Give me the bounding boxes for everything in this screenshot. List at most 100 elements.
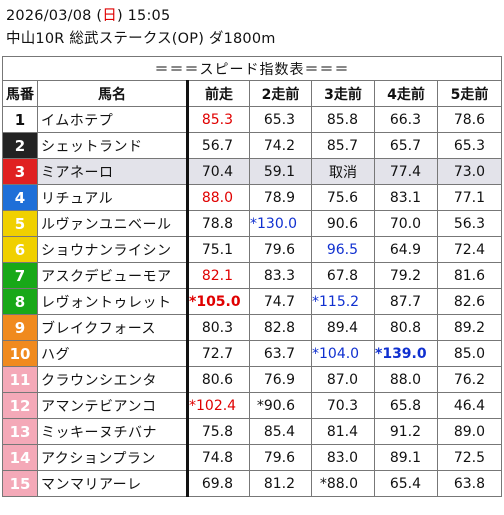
speed-index-4: 77.4	[374, 158, 438, 185]
speed-index-3: 87.0	[311, 366, 375, 393]
horse-name: ミッキーヌチバナ	[37, 418, 188, 445]
speed-index-1: 82.1	[186, 262, 250, 289]
speed-index-2: 65.3	[249, 106, 312, 133]
horse-number: 13	[2, 418, 38, 445]
speed-index-2: 59.1	[249, 158, 312, 185]
speed-index-2: *130.0	[249, 210, 312, 237]
speed-index-1: *105.0	[186, 288, 250, 315]
speed-index-3: 89.4	[311, 314, 375, 341]
speed-index-3: 90.6	[311, 210, 375, 237]
table-row: 13 ミッキーヌチバナ 75.8 85.4 81.4 91.2 89.0	[2, 418, 502, 445]
table-row: 14 アクションプラン 74.8 79.6 83.0 89.1 72.5	[2, 444, 502, 471]
horse-name: ハグ	[37, 340, 188, 367]
speed-index-3: *115.2	[311, 288, 375, 315]
date-suffix: ) 15:05	[116, 8, 171, 24]
speed-index-1: 74.8	[186, 444, 250, 471]
speed-index-2: 74.7	[249, 288, 312, 315]
speed-index-2: 76.9	[249, 366, 312, 393]
speed-index-5: 63.8	[437, 470, 502, 497]
horse-number: 9	[2, 314, 38, 341]
speed-index-1: 75.8	[186, 418, 250, 445]
horse-number: 1	[2, 106, 38, 133]
speed-index-5: 72.5	[437, 444, 502, 471]
speed-index-4: 65.7	[374, 132, 438, 159]
speed-index-2: 78.9	[249, 184, 312, 211]
speed-index-1: 80.6	[186, 366, 250, 393]
speed-index-table: ＝＝＝スピード指数表＝＝＝ 馬番 馬名 前走 2走前 3走前 4走前 5走前 1…	[2, 56, 502, 497]
speed-index-3: 85.8	[311, 106, 375, 133]
horse-name: クラウンシエンタ	[37, 366, 188, 393]
speed-index-4: 83.1	[374, 184, 438, 211]
speed-index-5: 85.0	[437, 340, 502, 367]
speed-index-1: 75.1	[186, 236, 250, 263]
speed-index-2: 83.3	[249, 262, 312, 289]
speed-index-1: 69.8	[186, 470, 250, 497]
speed-index-2: 82.8	[249, 314, 312, 341]
col-header-3-races-ago: 3走前	[311, 80, 375, 107]
speed-index-1: 80.3	[186, 314, 250, 341]
table-row: 15 マンマリアーレ 69.8 81.2 *88.0 65.4 63.8	[2, 470, 502, 497]
table-row: 11 クラウンシエンタ 80.6 76.9 87.0 88.0 76.2	[2, 366, 502, 393]
table-row: 8 レヴォントゥレット *105.0 74.7 *115.2 87.7 82.6	[2, 288, 502, 315]
speed-index-3: *88.0	[311, 470, 375, 497]
horse-name: マンマリアーレ	[37, 470, 188, 497]
speed-index-5: 76.2	[437, 366, 502, 393]
col-header-name: 馬名	[37, 80, 188, 107]
speed-index-2: 81.2	[249, 470, 312, 497]
horse-name: アクションプラン	[37, 444, 188, 471]
speed-index-3: 67.8	[311, 262, 375, 289]
table-header-row: 馬番 馬名 前走 2走前 3走前 4走前 5走前	[2, 80, 502, 107]
horse-number: 15	[2, 470, 38, 497]
table-row: 2 シェットランド 56.7 74.2 85.7 65.7 65.3	[2, 132, 502, 159]
table-row: 7 アスクデビューモア 82.1 83.3 67.8 79.2 81.6	[2, 262, 502, 289]
speed-index-3: 83.0	[311, 444, 375, 471]
horse-name: アスクデビューモア	[37, 262, 188, 289]
horse-name: リチュアル	[37, 184, 188, 211]
horse-name: シェットランド	[37, 132, 188, 159]
speed-index-1: 72.7	[186, 340, 250, 367]
table-row: 4 リチュアル 88.0 78.9 75.6 83.1 77.1	[2, 184, 502, 211]
date-prefix: 2026/03/08 (	[6, 8, 103, 24]
horse-name: レヴォントゥレット	[37, 288, 188, 315]
table-row: 9 ブレイクフォース 80.3 82.8 89.4 80.8 89.2	[2, 314, 502, 341]
speed-index-4: 87.7	[374, 288, 438, 315]
col-header-2-races-ago: 2走前	[249, 80, 312, 107]
horse-number: 4	[2, 184, 38, 211]
speed-index-1: 56.7	[186, 132, 250, 159]
horse-number: 5	[2, 210, 38, 237]
speed-index-2: 85.4	[249, 418, 312, 445]
speed-index-4: 64.9	[374, 236, 438, 263]
table-title: ＝＝＝スピード指数表＝＝＝	[2, 56, 502, 81]
horse-number: 3	[2, 158, 38, 185]
table-row: 6 ショウナンライシン 75.1 79.6 96.5 64.9 72.4	[2, 236, 502, 263]
speed-index-5: 73.0	[437, 158, 502, 185]
speed-index-4: 89.1	[374, 444, 438, 471]
speed-index-5: 65.3	[437, 132, 502, 159]
horse-number: 6	[2, 236, 38, 263]
horse-number: 12	[2, 392, 38, 419]
horse-name: イムホテプ	[37, 106, 188, 133]
horse-name: アマンテビアンコ	[37, 392, 188, 419]
speed-index-3: 81.4	[311, 418, 375, 445]
speed-index-3: 85.7	[311, 132, 375, 159]
horse-name: ルヴァンユニベール	[37, 210, 188, 237]
horse-number: 7	[2, 262, 38, 289]
table-row: 5 ルヴァンユニベール 78.8 *130.0 90.6 70.0 56.3	[2, 210, 502, 237]
speed-index-1: *102.4	[186, 392, 250, 419]
speed-index-5: 77.1	[437, 184, 502, 211]
horse-number: 10	[2, 340, 38, 367]
table-row: 1 イムホテプ 85.3 65.3 85.8 66.3 78.6	[2, 106, 502, 133]
horse-name: ショウナンライシン	[37, 236, 188, 263]
horse-name: ミアネーロ	[37, 158, 188, 185]
speed-index-5: 81.6	[437, 262, 502, 289]
speed-index-3: 70.3	[311, 392, 375, 419]
horse-name: ブレイクフォース	[37, 314, 188, 341]
speed-index-1: 78.8	[186, 210, 250, 237]
speed-index-4: 65.4	[374, 470, 438, 497]
table-row: 10 ハグ 72.7 63.7 *104.0 *139.0 85.0	[2, 340, 502, 367]
speed-index-4: 65.8	[374, 392, 438, 419]
table-row: 12 アマンテビアンコ *102.4 *90.6 70.3 65.8 46.4	[2, 392, 502, 419]
col-header-number: 馬番	[2, 80, 38, 107]
horse-number: 11	[2, 366, 38, 393]
speed-index-3: 96.5	[311, 236, 375, 263]
